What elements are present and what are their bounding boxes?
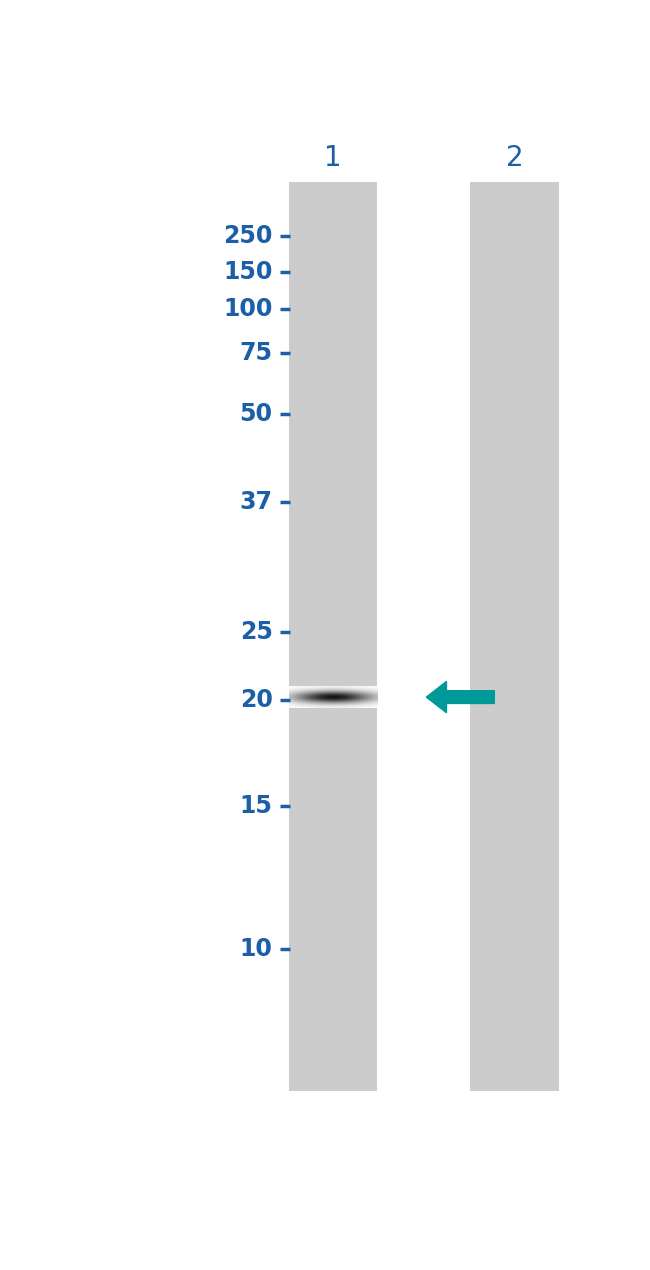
Text: 75: 75 [240,340,273,364]
Text: 15: 15 [240,794,273,818]
Bar [289,182,377,1091]
Text: 150: 150 [224,259,273,283]
Text: 37: 37 [240,489,273,513]
Text: 20: 20 [240,688,273,712]
Text: 10: 10 [240,937,273,961]
Text: 100: 100 [224,297,273,321]
Text: 250: 250 [224,224,273,248]
Text: 50: 50 [240,403,273,427]
Bar [471,182,558,1091]
Text: 25: 25 [240,620,273,644]
Text: 2: 2 [506,144,523,171]
Text: 1: 1 [324,144,342,171]
FancyArrow shape [426,682,494,712]
